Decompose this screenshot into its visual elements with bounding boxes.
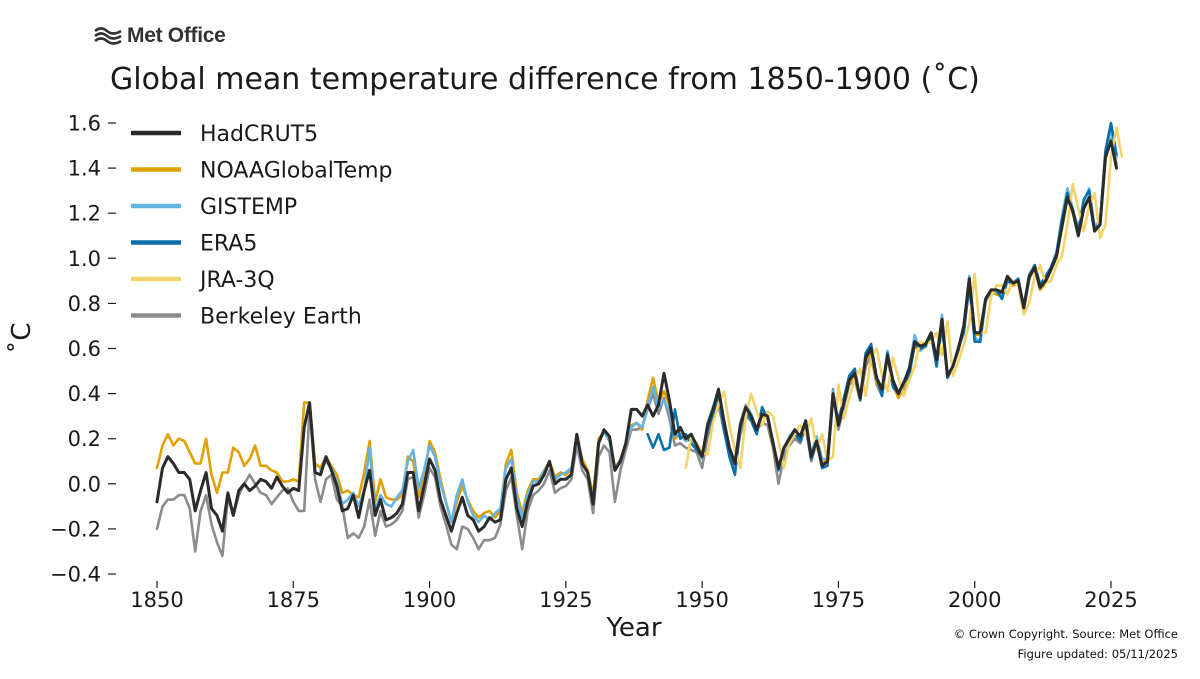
met-office-swirl-logo-icon	[94, 27, 122, 45]
x-tick-label: 1875	[267, 588, 320, 612]
brand-name: Met Office	[127, 24, 226, 47]
legend-label-jra-3q: JRA-3Q	[198, 268, 275, 293]
y-tick-label: −0.4	[50, 563, 101, 587]
y-axis-label: ˚C	[7, 322, 37, 353]
footnote: © Crown Copyright. Source: Met Office Fi…	[954, 624, 1178, 664]
y-tick-label: 1.4	[68, 157, 101, 181]
series-line-berkeley-earth	[155, 137, 1118, 558]
y-tick-label: 1.6	[68, 112, 101, 136]
chart-title: Global mean temperature difference from …	[110, 62, 980, 97]
series-line-jra-3q	[684, 126, 1124, 470]
series-line-era5	[646, 121, 1118, 477]
y-tick-label: 1.2	[68, 202, 101, 226]
y-tick-label: −0.2	[50, 517, 101, 541]
updated-text: Figure updated: 05/11/2025	[1017, 647, 1178, 661]
series-lines	[155, 121, 1124, 558]
x-tick-label: 2025	[1084, 588, 1137, 612]
met-office-logo: Met Office	[93, 22, 226, 50]
x-tick-label: 1850	[130, 588, 183, 612]
y-tick-label: 0.4	[68, 382, 101, 406]
legend: HadCRUT5 NOAAGlobalTemp GISTEMP ERA5 JRA-3Q B…	[131, 122, 393, 330]
x-tick-label: 1950	[675, 588, 728, 612]
x-axis-ticks: 1850 1875 1900 1925 1950 1975 2000 2025	[130, 581, 1138, 612]
copyright-text: © Crown Copyright. Source: Met Office	[953, 627, 1178, 641]
x-tick-label: 1975	[812, 588, 865, 612]
y-axis-ticks: −0.4 −0.2 0.0 0.2 0.4 0.6 0.8 1.0 1.2 1.4 1.6	[50, 112, 116, 587]
y-tick-label: 1.0	[68, 247, 101, 271]
legend-label-noaaglobaltemp: NOAAGlobalTemp	[200, 159, 393, 184]
legend-label-gistemp: GISTEMP	[200, 195, 297, 220]
y-tick-label: 0.6	[68, 337, 101, 361]
x-tick-label: 1900	[403, 588, 456, 612]
x-tick-label: 1925	[539, 588, 592, 612]
x-axis-label: Year	[605, 613, 661, 643]
series-line-hadcrut5	[155, 139, 1118, 533]
x-tick-label: 2000	[948, 588, 1001, 612]
legend-label-era5: ERA5	[200, 232, 257, 257]
y-tick-label: 0.0	[68, 472, 101, 496]
y-tick-label: 0.2	[68, 427, 101, 451]
legend-label-hadcrut5: HadCRUT5	[200, 122, 318, 147]
series-line-gistemp	[319, 128, 1118, 524]
legend-label-berkeley-earth: Berkeley Earth	[200, 305, 362, 330]
y-tick-label: 0.8	[68, 292, 101, 316]
